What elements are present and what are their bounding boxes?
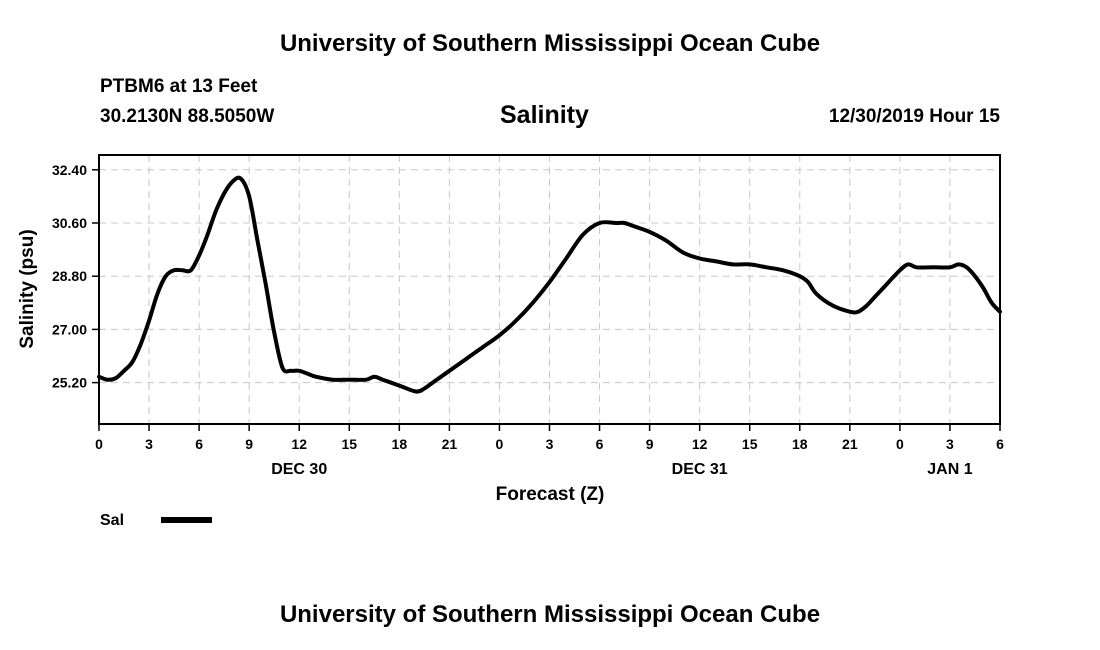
x-tick-label: 0 — [95, 436, 103, 452]
x-tick-label: 0 — [496, 436, 504, 452]
x-tick-label: 6 — [596, 436, 604, 452]
x-tick-label: 12 — [291, 436, 307, 452]
x-tick-label: 0 — [896, 436, 904, 452]
x-tick-label: 6 — [195, 436, 203, 452]
legend-label: Sal — [100, 512, 124, 529]
station-label: PTBM6 at 13 Feet — [100, 76, 258, 97]
x-tick-label: 3 — [145, 436, 153, 452]
x-tick-label: 3 — [946, 436, 954, 452]
x-tick-label: 3 — [546, 436, 554, 452]
date-label: DEC 30 — [271, 461, 327, 478]
x-axis: 0 3 6 9 12 15 18 21 0 3 6 9 12 15 18 21 0 3 6 — [95, 424, 1004, 452]
y-tick-label: 27.00 — [52, 321, 87, 337]
chart-title: Salinity — [500, 101, 589, 129]
footer-title: University of Southern Mississippi Ocean… — [279, 601, 821, 628]
x-tick-label: 18 — [792, 436, 808, 452]
x-axis-label: Forecast (Z) — [496, 484, 605, 505]
page-title: University of Southern Mississippi Ocean… — [279, 30, 821, 57]
y-tick-label: 30.60 — [52, 215, 87, 231]
x-tick-label: 21 — [442, 436, 458, 452]
x-tick-label: 12 — [692, 436, 708, 452]
x-tick-label: 15 — [341, 436, 357, 452]
date-label: JAN 1 — [927, 461, 972, 478]
y-axis: 25.20 27.00 28.80 30.60 32.40 — [52, 162, 99, 391]
x-tick-label: 6 — [996, 436, 1004, 452]
x-tick-label: 9 — [245, 436, 253, 452]
x-tick-label: 9 — [646, 436, 654, 452]
timestamp-label: 12/30/2019 Hour 15 — [828, 106, 1000, 127]
salinity-series-line — [97, 175, 1002, 394]
y-tick-label: 32.40 — [52, 162, 87, 178]
x-tick-label: 18 — [392, 436, 408, 452]
coordinates-label: 30.2130N 88.5050W — [100, 106, 275, 127]
date-label: DEC 31 — [672, 461, 728, 478]
x-tick-label: 15 — [742, 436, 758, 452]
y-axis-label: Salinity (psu) — [17, 229, 38, 348]
y-tick-label: 28.80 — [52, 268, 87, 284]
y-tick-label: 25.20 — [52, 375, 87, 391]
chart-grid — [99, 155, 1000, 424]
x-tick-label: 21 — [842, 436, 858, 452]
date-labels: DEC 30 DEC 31 JAN 1 — [271, 461, 973, 478]
